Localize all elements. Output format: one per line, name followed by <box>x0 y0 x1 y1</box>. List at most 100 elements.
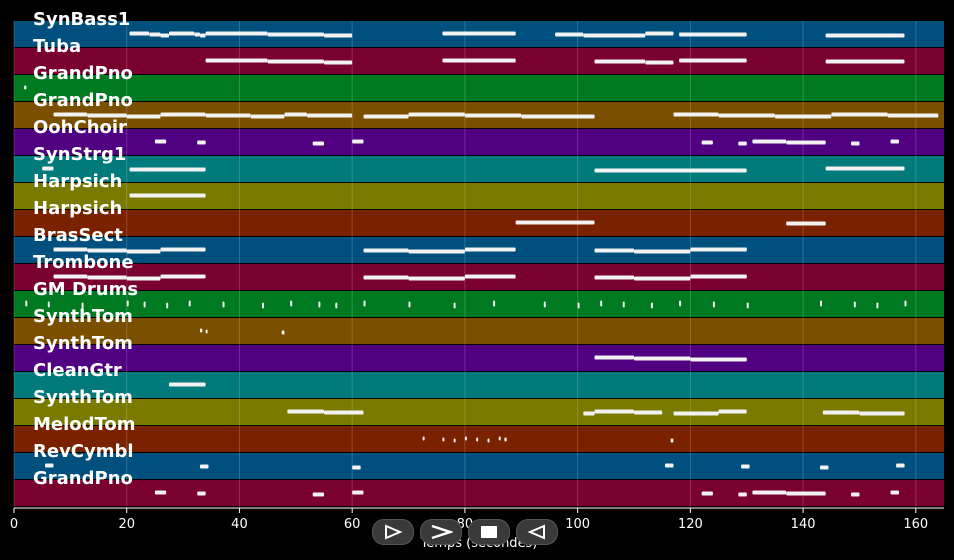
note <box>188 300 191 307</box>
note <box>408 112 465 117</box>
note <box>250 114 285 119</box>
track-label: Trombone <box>33 252 134 273</box>
note <box>594 355 634 360</box>
note <box>363 114 409 119</box>
note <box>786 221 826 226</box>
track-label: Harpsich <box>33 198 122 219</box>
note <box>318 301 321 308</box>
note <box>493 300 496 307</box>
track-label: SynStrg1 <box>33 144 126 165</box>
note <box>746 302 749 309</box>
note <box>442 31 516 36</box>
note <box>363 300 366 307</box>
note <box>555 32 584 37</box>
note <box>129 193 206 198</box>
note <box>690 357 747 362</box>
grid-lines <box>13 21 917 507</box>
note <box>169 31 195 36</box>
note <box>312 141 324 146</box>
note <box>166 302 169 309</box>
note <box>634 356 691 361</box>
note <box>851 492 860 497</box>
track-label: RevCymbl <box>33 441 134 462</box>
note <box>160 247 206 252</box>
note <box>887 113 939 118</box>
note <box>453 438 456 443</box>
x-tick-label: 100 <box>565 517 590 532</box>
note <box>352 490 364 495</box>
track-label: SynthTom <box>33 333 133 354</box>
note <box>205 31 268 36</box>
note <box>594 275 634 280</box>
note <box>194 32 200 37</box>
note <box>583 33 646 38</box>
track-lane <box>14 372 944 398</box>
note <box>487 438 490 443</box>
note <box>442 437 445 442</box>
note <box>679 32 747 37</box>
note <box>690 247 747 252</box>
note <box>583 411 595 416</box>
note <box>673 411 719 416</box>
note <box>126 300 129 307</box>
note <box>634 410 663 415</box>
note <box>200 464 209 469</box>
note <box>287 409 324 414</box>
note <box>701 140 713 145</box>
note <box>831 112 888 117</box>
track-label: MelodTom <box>33 414 136 435</box>
rewind-button[interactable] <box>372 519 414 545</box>
track-label: GrandPno <box>33 468 133 489</box>
back-button[interactable] <box>516 519 558 545</box>
note <box>825 166 905 171</box>
note <box>422 436 425 441</box>
note <box>205 58 268 63</box>
track-label: Harpsich <box>33 171 122 192</box>
note <box>594 409 634 414</box>
note <box>129 167 206 172</box>
note <box>126 249 161 254</box>
note <box>53 274 88 279</box>
x-tick-label: 120 <box>678 517 703 532</box>
track-label: GM Drums <box>33 279 138 300</box>
note <box>515 220 595 225</box>
x-tick-label: 0 <box>10 517 18 532</box>
note <box>47 301 50 308</box>
note <box>464 274 516 279</box>
note <box>205 329 208 334</box>
note <box>504 437 507 442</box>
note <box>200 33 206 38</box>
x-axis-ticks: 0 20 40 60 80 100 120 140 160 <box>10 508 928 532</box>
x-tick-label: 140 <box>791 517 816 532</box>
note <box>267 32 324 37</box>
note <box>126 114 161 119</box>
note <box>577 302 580 309</box>
note <box>890 490 899 495</box>
track-lane <box>14 399 944 425</box>
note <box>222 301 225 308</box>
note <box>197 491 206 496</box>
note <box>876 302 879 309</box>
note <box>890 139 899 144</box>
note <box>738 141 747 146</box>
note <box>594 248 634 253</box>
note <box>25 300 28 307</box>
track-label: BrasSect <box>33 225 123 246</box>
note <box>45 463 54 468</box>
track-lane <box>14 291 944 317</box>
note <box>476 437 479 442</box>
note <box>820 465 829 470</box>
note <box>363 248 409 253</box>
note <box>290 300 293 307</box>
note <box>42 166 54 171</box>
note <box>670 438 674 443</box>
note <box>786 491 826 496</box>
play-button[interactable] <box>420 519 462 545</box>
x-tick-label: 160 <box>903 517 928 532</box>
track-lane <box>14 453 944 479</box>
stop-button[interactable] <box>468 519 510 545</box>
note <box>205 113 251 118</box>
note <box>352 465 361 470</box>
track-label: Tuba <box>33 36 81 57</box>
